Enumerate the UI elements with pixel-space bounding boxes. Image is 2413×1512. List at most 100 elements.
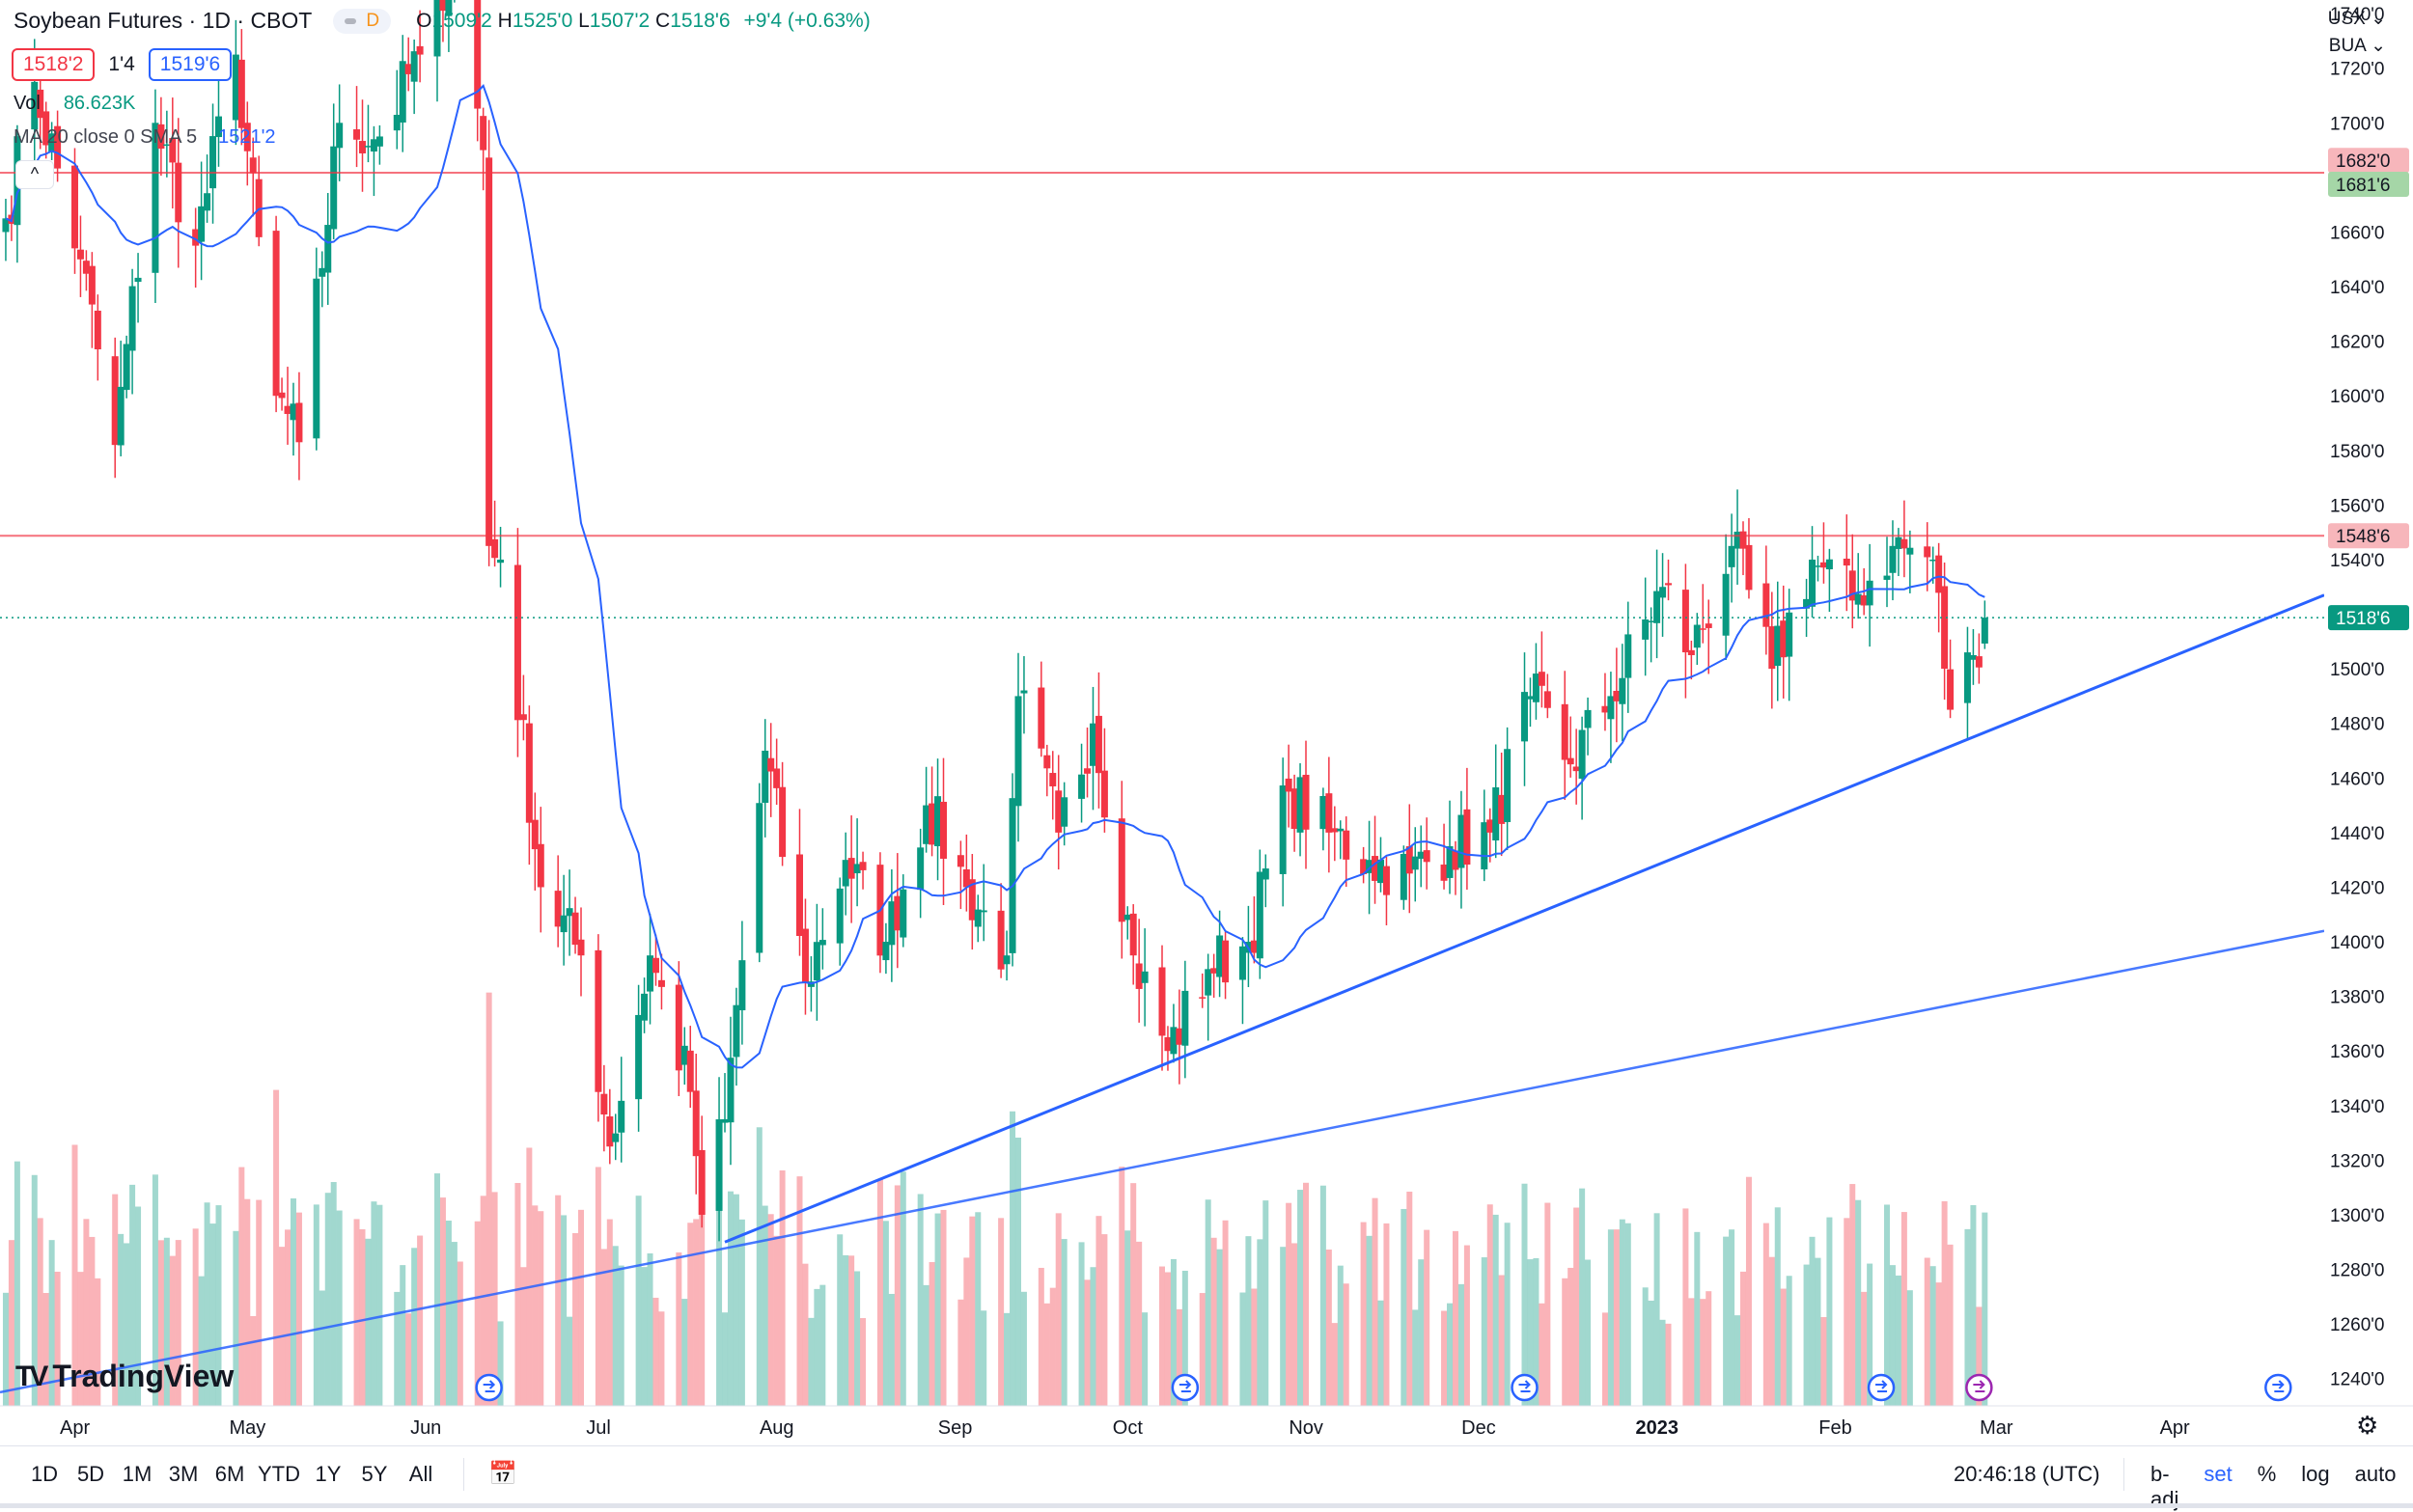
candle-body	[842, 860, 849, 887]
currency-select[interactable]: USX ⌄	[2328, 8, 2386, 30]
time-tick-label: Nov	[1289, 1417, 1323, 1439]
volume-legend[interactable]: Vol 86.623K	[14, 93, 135, 115]
candle-body	[721, 1118, 729, 1123]
candle-body	[1780, 620, 1788, 658]
open-value: 1509'2	[431, 9, 492, 32]
contract-roll-event-icon[interactable]	[1511, 1373, 1539, 1402]
session-toggle[interactable]: set	[2204, 1462, 2233, 1486]
candle-body	[727, 1058, 735, 1123]
range-ytd[interactable]: YTD	[258, 1462, 300, 1486]
volume-bar	[1078, 1242, 1085, 1406]
volume-bar	[1096, 1216, 1102, 1406]
candle-body	[445, 0, 453, 16]
contract-roll-event-icon[interactable]	[1867, 1373, 1896, 1402]
candle-body	[128, 286, 136, 351]
range-5y[interactable]: 5Y	[361, 1462, 388, 1486]
volume-bar	[1648, 1300, 1654, 1406]
candle-body	[692, 1090, 700, 1157]
buy-button[interactable]: 1519'6	[148, 48, 233, 81]
log-scale-toggle[interactable]: log	[2301, 1462, 2330, 1486]
candle-body	[1762, 583, 1770, 627]
candle-body	[715, 1119, 723, 1211]
candle-body	[997, 910, 1005, 970]
volume-bar	[1049, 1287, 1056, 1406]
price-line-label: 1518'6	[2336, 609, 2390, 629]
range-1m[interactable]: 1M	[122, 1462, 153, 1486]
close-value: 1518'6	[670, 9, 731, 32]
volume-bar	[1941, 1200, 1948, 1406]
volume-bar	[1090, 1267, 1096, 1406]
percent-scale-toggle[interactable]: %	[2257, 1462, 2277, 1486]
candle-body	[497, 559, 505, 564]
volume-bar	[1325, 1250, 1332, 1406]
candle-body	[1521, 692, 1529, 742]
volume-bar	[1130, 1183, 1137, 1406]
range-6m[interactable]: 6M	[214, 1462, 245, 1486]
interval-badge: D	[366, 10, 380, 31]
volume-bar	[250, 1315, 257, 1406]
symbol-title[interactable]: Soybean Futures · 1D · CBOT	[14, 8, 313, 33]
dividend-event-icon[interactable]	[1965, 1373, 1993, 1402]
contract-roll-event-icon[interactable]	[2264, 1373, 2292, 1402]
auto-scale-toggle[interactable]: auto	[2354, 1462, 2397, 1486]
candle-body	[1963, 652, 1971, 703]
candle-body	[393, 115, 401, 131]
candle-body	[1446, 846, 1454, 878]
price-chart[interactable]: 1240'0 1260'0 1280'0 1300'0 1320'0 1340'0 1360…	[0, 0, 2413, 1443]
candle-body	[795, 854, 803, 936]
range-3m[interactable]: 3M	[168, 1462, 199, 1486]
volume-bar	[612, 1246, 619, 1406]
volume-bar	[135, 1206, 142, 1406]
candle-body	[560, 915, 568, 933]
volume-bar	[313, 1204, 319, 1406]
event-circle	[1511, 1373, 1539, 1402]
candle-body	[1561, 703, 1568, 760]
ma-legend[interactable]: MA 20 close 0 SMA 5 1521'2	[14, 126, 276, 149]
candle-body	[733, 1004, 740, 1058]
tradingview-logo[interactable]: TV TradingView	[15, 1359, 234, 1394]
volume-bar	[1457, 1283, 1464, 1406]
range-1d[interactable]: 1D	[30, 1462, 59, 1486]
clock-time[interactable]: 20:46:18 (UTC)	[1954, 1462, 2100, 1486]
sell-button[interactable]: 1518'2	[12, 48, 96, 81]
volume-bar	[940, 1209, 947, 1406]
candle-body	[1423, 850, 1430, 863]
goto-date-calendar-icon[interactable]: 📅	[488, 1461, 517, 1487]
collapse-legend-button[interactable]: ^	[15, 160, 54, 189]
candle-body	[249, 157, 257, 174]
volume-bar	[71, 1144, 78, 1406]
candle-body	[1089, 723, 1096, 766]
settings-gear-icon[interactable]: ⚙	[2356, 1411, 2379, 1440]
candle-body	[48, 133, 56, 152]
contract-roll-event-icon[interactable]	[1171, 1373, 1200, 1402]
range-1y[interactable]: 1Y	[315, 1462, 342, 1486]
candle-body	[433, 0, 441, 57]
candle-body	[1216, 935, 1224, 977]
interval-toggle[interactable]: D	[333, 8, 392, 34]
contract-roll-event-icon[interactable]	[475, 1373, 503, 1402]
volume-bar	[1377, 1300, 1384, 1406]
candle-body	[232, 54, 239, 121]
candle-body	[1947, 669, 1955, 710]
candle-body	[738, 960, 746, 1011]
range-5d[interactable]: 5D	[76, 1462, 105, 1486]
volume-bar	[1303, 1182, 1310, 1406]
candle-body	[353, 129, 361, 140]
candle-body	[917, 847, 925, 891]
volume-bar	[42, 1292, 49, 1406]
volume-bar	[1418, 1259, 1425, 1406]
unit-select[interactable]: BUA ⌄	[2329, 35, 2386, 57]
price-tick-label: 1280'0	[2330, 1261, 2384, 1281]
volume-bar	[923, 1284, 929, 1406]
volume-bar	[1607, 1229, 1614, 1406]
volume-bar	[1826, 1217, 1833, 1406]
candle-body	[1969, 654, 1977, 660]
volume-bar	[1142, 1312, 1149, 1406]
candle-body	[1848, 570, 1856, 601]
volume-bar	[1521, 1183, 1528, 1406]
candle-body	[1038, 687, 1045, 749]
volume-bar	[1947, 1244, 1954, 1406]
range-all[interactable]: All	[408, 1462, 433, 1486]
volume-bar	[1239, 1292, 1246, 1406]
volume-bar	[163, 1237, 170, 1406]
